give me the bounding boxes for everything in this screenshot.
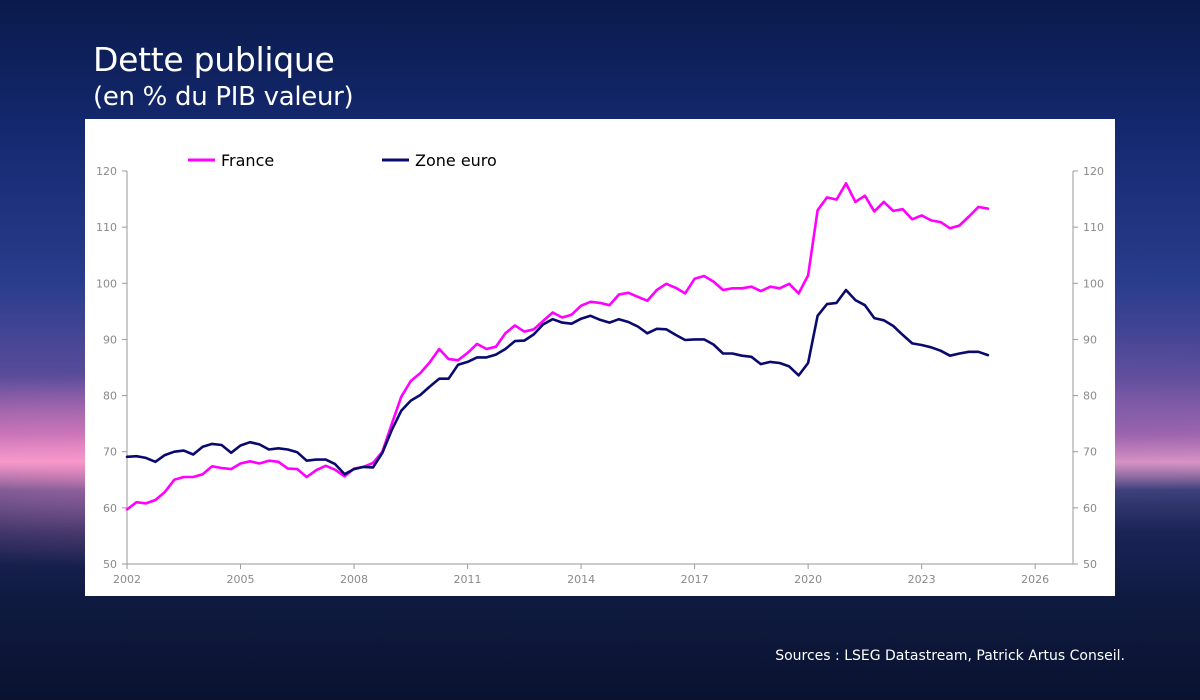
- y-tick-label-right: 70: [1083, 446, 1097, 459]
- y-tick-label-right: 110: [1083, 221, 1104, 234]
- debt-line-chart: 50 50 60 60 70 70 80 80 90 90 100 100 110 110 120 120 20…: [96, 151, 1104, 586]
- y-tick-label-right: 60: [1083, 502, 1097, 515]
- legend-label-france: France: [221, 151, 274, 170]
- y-tick-label-right: 100: [1083, 277, 1104, 290]
- chart-panel: 50 50 60 60 70 70 80 80 90 90 100 100 110 110 120 120 20…: [85, 119, 1115, 596]
- x-tick-label: 2026: [1021, 573, 1049, 586]
- series-line-zone-euro: [125, 288, 990, 476]
- y-tick-label-left: 80: [103, 390, 117, 403]
- y-tick-label-right: 80: [1083, 390, 1097, 403]
- x-tick-label: 2008: [340, 573, 368, 586]
- x-tick-label: 2023: [908, 573, 936, 586]
- y-tick-label-left: 100: [96, 277, 117, 290]
- series-line-france: [125, 182, 990, 511]
- x-tick-label: 2020: [794, 573, 822, 586]
- y-tick-label-left: 110: [96, 221, 117, 234]
- slide-subtitle: (en % du PIB valeur): [93, 82, 354, 112]
- y-tick-label-right: 90: [1083, 333, 1097, 346]
- y-tick-label-left: 50: [103, 558, 117, 571]
- x-tick-label: 2017: [681, 573, 709, 586]
- y-tick-label-right: 50: [1083, 558, 1097, 571]
- slide-title: Dette publique: [93, 40, 335, 79]
- y-tick-label-left: 60: [103, 502, 117, 515]
- y-tick-label-left: 90: [103, 333, 117, 346]
- x-tick-label: 2002: [113, 573, 141, 586]
- legend-label-zone-euro: Zone euro: [415, 151, 497, 170]
- sources-note: Sources : LSEG Datastream, Patrick Artus…: [775, 648, 1125, 664]
- y-tick-label-left: 120: [96, 165, 117, 178]
- x-tick-label: 2014: [567, 573, 595, 586]
- y-tick-label-left: 70: [103, 446, 117, 459]
- y-tick-label-right: 120: [1083, 165, 1104, 178]
- x-tick-label: 2011: [454, 573, 482, 586]
- x-tick-label: 2005: [227, 573, 255, 586]
